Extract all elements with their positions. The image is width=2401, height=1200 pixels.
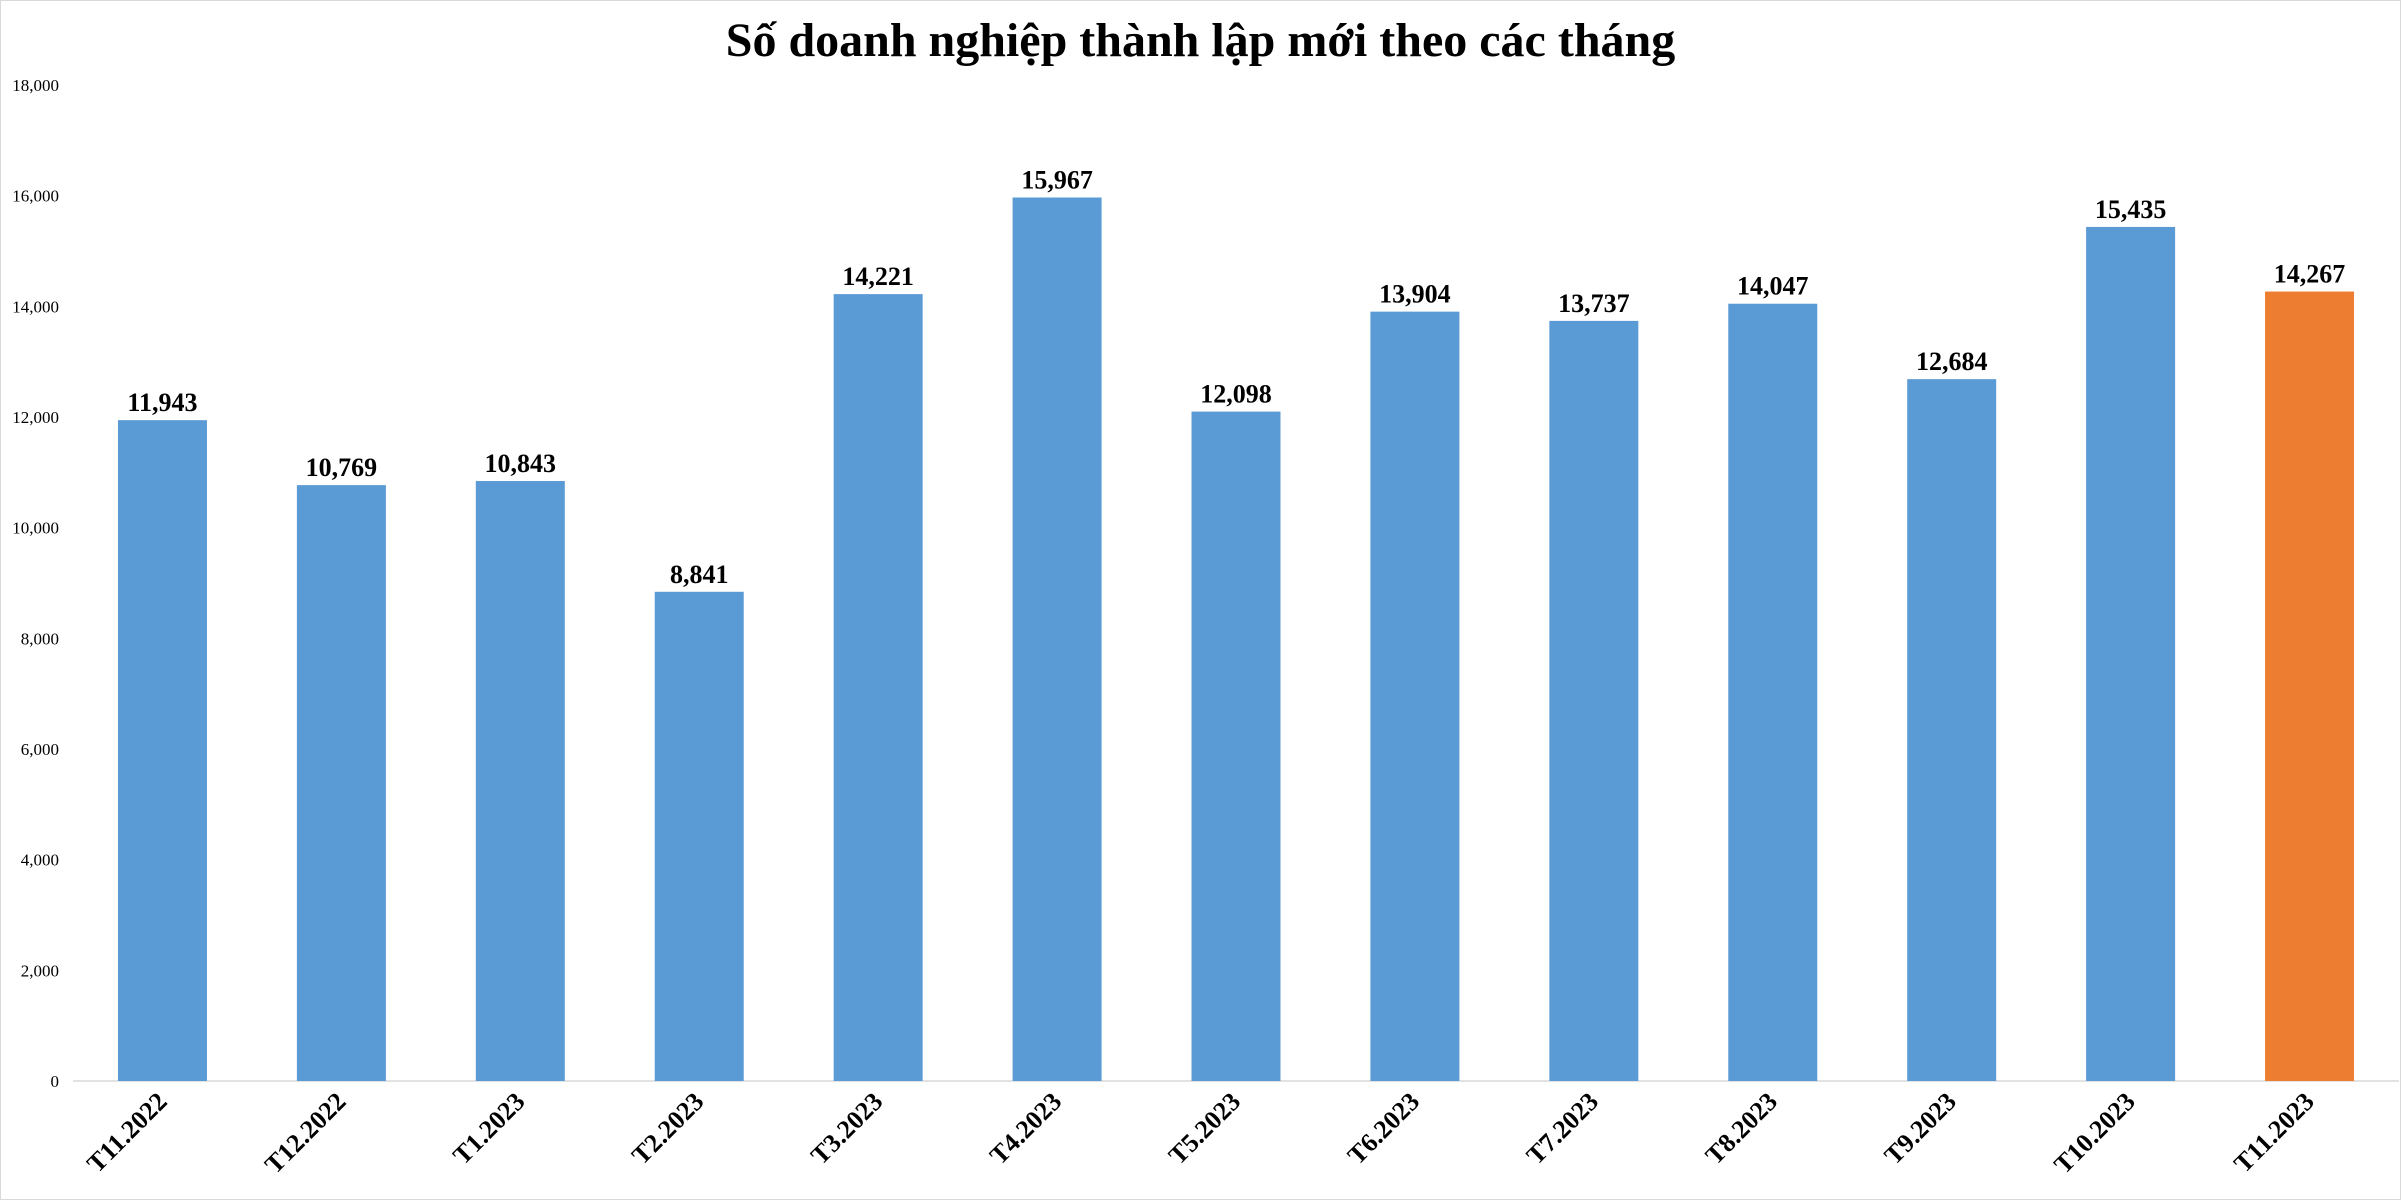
bar: [117, 420, 207, 1081]
chart-title: Số doanh nghiệp thành lập mới theo các t…: [725, 14, 1676, 67]
bar: [654, 591, 744, 1081]
y-tick-label: 16,000: [12, 187, 59, 206]
y-tick-label: 6,000: [21, 740, 59, 759]
x-tick-label: T11.2023: [2228, 1087, 2320, 1179]
data-label: 14,267: [2274, 260, 2346, 289]
bar: [1191, 411, 1281, 1081]
y-tick-label: 4,000: [21, 851, 59, 870]
x-tick-label: T5.2023: [1163, 1087, 1246, 1170]
data-label: 10,769: [306, 453, 378, 482]
x-tick-label: T12.2022: [259, 1087, 352, 1180]
bar: [833, 294, 923, 1081]
y-tick-label: 12,000: [12, 408, 59, 427]
bar: [1012, 197, 1102, 1081]
x-tick-label: T8.2023: [1700, 1087, 1783, 1170]
x-tick-label: T9.2023: [1879, 1087, 1962, 1170]
bar: [1907, 379, 1997, 1082]
bar: [1549, 320, 1639, 1081]
data-label: 10,843: [485, 449, 557, 478]
x-tick-label: T3.2023: [805, 1087, 888, 1170]
x-tick-label: T1.2023: [447, 1087, 530, 1170]
data-label: 13,737: [1558, 289, 1630, 318]
data-label: 13,904: [1379, 280, 1451, 309]
data-label: 14,047: [1737, 272, 1809, 301]
bar: [296, 485, 386, 1081]
data-label: 14,221: [842, 262, 914, 291]
bar: [475, 481, 565, 1082]
bar: [2086, 226, 2176, 1081]
data-label: 12,098: [1200, 380, 1272, 409]
x-tick-label: T6.2023: [1342, 1087, 1425, 1170]
y-tick-label: 10,000: [12, 519, 59, 538]
bar: [1728, 303, 1818, 1081]
x-tick-label: T4.2023: [984, 1087, 1067, 1170]
bar: [2265, 291, 2355, 1081]
x-tick-label: T2.2023: [626, 1087, 709, 1170]
y-tick-label: 14,000: [12, 297, 59, 316]
bar: [1370, 311, 1460, 1081]
y-tick-label: 2,000: [21, 961, 59, 980]
data-label: 11,943: [127, 388, 197, 417]
x-tick-label: T10.2023: [2048, 1087, 2141, 1180]
x-tick-label: T7.2023: [1521, 1087, 1604, 1170]
y-tick-label: 18,000: [12, 76, 59, 95]
data-label: 12,684: [1916, 347, 1988, 376]
data-label: 15,967: [1021, 165, 1093, 194]
data-label: 8,841: [670, 560, 729, 589]
y-tick-label: 8,000: [21, 629, 59, 648]
x-tick-label: T11.2022: [81, 1087, 173, 1179]
y-tick-label: 0: [51, 1072, 60, 1091]
data-label: 15,435: [2095, 195, 2167, 224]
